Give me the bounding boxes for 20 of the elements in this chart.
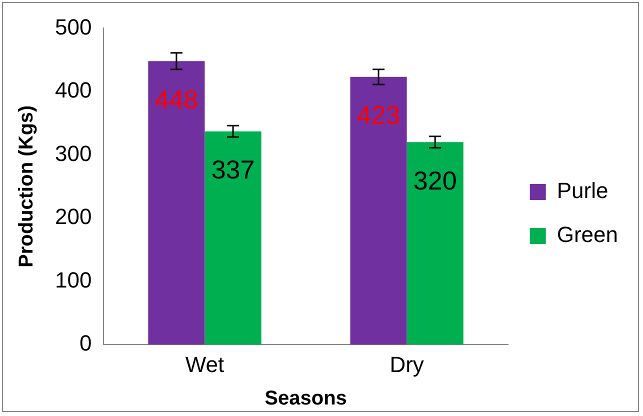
y-tick-label: 0	[79, 330, 92, 356]
legend-label: Green	[556, 222, 618, 248]
x-tick-label: Dry	[390, 352, 424, 377]
legend-label: Purle	[556, 178, 608, 204]
bar	[148, 61, 205, 345]
data-label: 448	[154, 84, 198, 114]
x-axis-title: Seasons	[264, 388, 347, 410]
data-label: 337	[211, 154, 255, 185]
data-label: 423	[356, 100, 400, 130]
y-tick-label: 500	[54, 14, 92, 40]
x-tick-label: Wet	[185, 352, 224, 377]
bar	[406, 142, 464, 345]
y-tick-label: 300	[54, 140, 92, 166]
bar	[204, 131, 262, 345]
y-axis-title: Production (Kgs)	[16, 105, 38, 268]
y-tick-label: 400	[54, 78, 92, 103]
y-tick-label: 100	[54, 267, 92, 292]
y-tick-label: 200	[54, 204, 92, 230]
data-label: 320	[413, 165, 457, 196]
bar	[350, 76, 407, 345]
